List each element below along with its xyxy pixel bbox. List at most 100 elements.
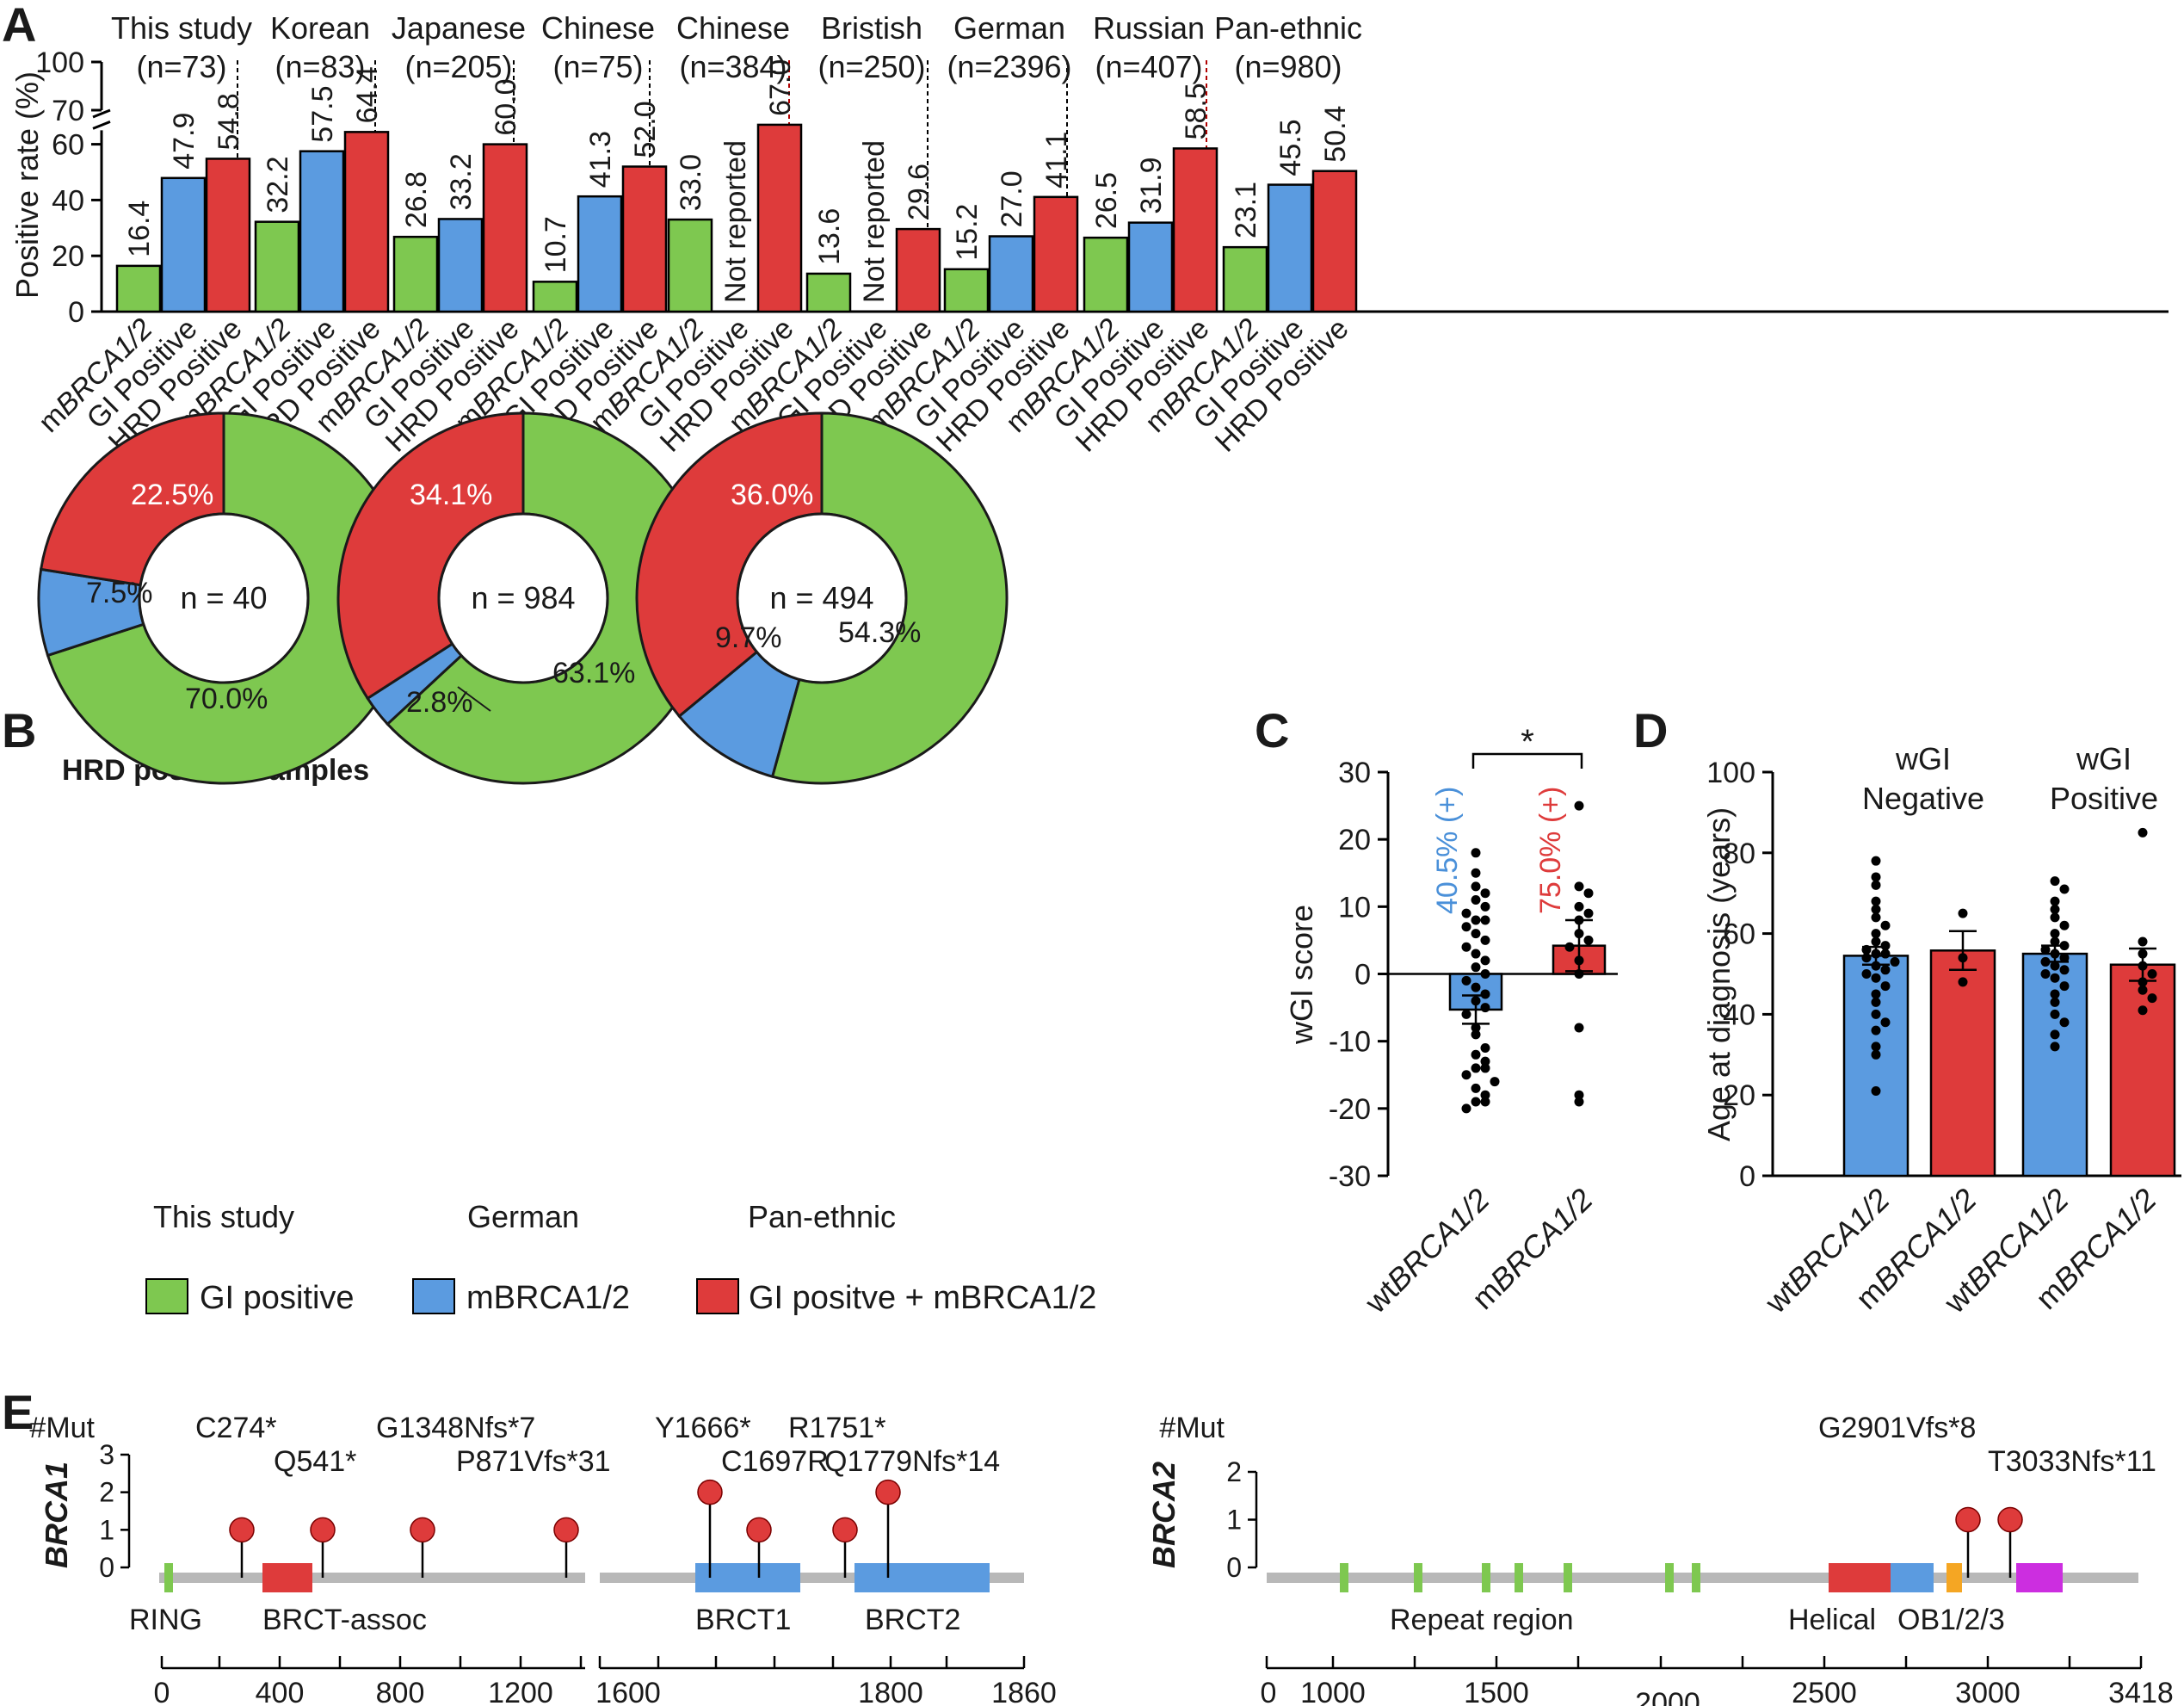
group-title: Positive xyxy=(2050,781,2158,816)
data-point xyxy=(1480,1097,1490,1107)
data-point xyxy=(2138,977,2148,987)
mean-bar xyxy=(2109,963,2176,1178)
data-point xyxy=(1480,888,1490,899)
bar-value-label: 54.8 xyxy=(213,93,245,150)
axis-d-y-tick-label: 20 xyxy=(1723,1079,1755,1112)
domain-label: BRCT1 xyxy=(695,1604,791,1636)
data-point xyxy=(2138,961,2148,971)
legend-label-mbrca: mBRCA1/2 xyxy=(466,1280,630,1316)
mutation-label: G2901Vfs*8 xyxy=(1818,1412,1976,1444)
axis-a-y-title: Positive rate (%) xyxy=(9,71,45,299)
mutation-label: R1751* xyxy=(788,1412,885,1444)
group-title: wGI xyxy=(2076,741,2132,776)
axis-e1-x-tick-label: 800 xyxy=(376,1677,425,1706)
bar-value-label: 10.7 xyxy=(540,216,572,273)
data-point xyxy=(2138,936,2148,947)
data-point xyxy=(1461,942,1471,952)
bar xyxy=(392,235,439,313)
data-point xyxy=(2059,884,2070,894)
lollipop-head xyxy=(310,1517,336,1543)
domain-ring xyxy=(164,1563,173,1592)
data-point xyxy=(1871,880,1881,890)
axis-c-y-tick-label: 10 xyxy=(1338,891,1371,924)
bar-value-label: 33.2 xyxy=(445,153,478,210)
donut-chart-name: This study xyxy=(153,1199,294,1234)
domain-brct1 xyxy=(695,1563,800,1592)
axis-c-y-tick-label: 30 xyxy=(1338,757,1371,789)
mutation-label: Y1666* xyxy=(655,1412,751,1444)
data-point xyxy=(1471,949,1481,959)
axis-e1-y-tick-label: 3 xyxy=(99,1439,114,1470)
domain-label: BRCT-assoc xyxy=(262,1604,427,1636)
bar-value-label: 13.6 xyxy=(813,208,846,265)
donut-slice-label: 7.5% xyxy=(86,577,153,609)
data-point xyxy=(2050,989,2060,999)
data-point xyxy=(1871,1025,1881,1035)
bar xyxy=(1172,147,1218,313)
data-point xyxy=(2040,956,2051,967)
bar xyxy=(1127,221,1174,313)
data-point xyxy=(2050,961,2060,971)
axis-d-y-tick-label: 100 xyxy=(1706,757,1755,789)
data-point xyxy=(2059,981,2070,992)
data-point xyxy=(2050,936,2060,947)
data-point xyxy=(1958,977,1968,987)
group-name: This study xyxy=(111,10,252,46)
data-point xyxy=(1574,1023,1584,1033)
group-n: (n=384) xyxy=(679,49,787,84)
axis-a-y-tick-label: 100 xyxy=(35,46,84,79)
bar-value-label: 41.1 xyxy=(1040,132,1073,189)
donut-slice-label: 34.1% xyxy=(410,479,492,511)
data-point xyxy=(1461,908,1471,918)
panel-c-dot-bar-chart: 30 20 10 0 -10 -20 -30 wGI score 40.5% (+) 75.0% … xyxy=(1284,723,1618,1320)
leader-line xyxy=(457,686,491,712)
data-point xyxy=(1461,922,1471,932)
data-point xyxy=(1871,1049,1881,1060)
panel-a-label: A xyxy=(2,0,36,52)
data-point xyxy=(2059,965,2070,975)
data-point xyxy=(1871,961,1881,971)
bar xyxy=(943,268,990,313)
group-title: wGI xyxy=(1895,741,1951,776)
data-point xyxy=(1958,953,1968,963)
data-point xyxy=(2059,941,2070,951)
data-point xyxy=(1861,953,1872,963)
panel-b-label: B xyxy=(2,703,36,757)
legend-swatch-gi-plus-mbrca xyxy=(696,1278,739,1314)
data-point xyxy=(2138,827,2148,838)
data-point xyxy=(2040,969,2051,979)
data-point xyxy=(1871,856,1881,866)
mut-count-title: #Mut xyxy=(1159,1412,1225,1444)
donut-center-label: n = 984 xyxy=(471,580,575,615)
legend-swatch-gi-positive xyxy=(145,1278,188,1314)
bar xyxy=(299,150,345,313)
bar xyxy=(1311,170,1358,313)
lollipop-head xyxy=(697,1479,723,1505)
domain-label: Repeat region xyxy=(1390,1604,1574,1636)
bar-value-label: 58.5 xyxy=(1180,83,1212,139)
data-point xyxy=(2050,876,2060,887)
domain-label: BRCT2 xyxy=(865,1604,960,1636)
bar-value-label: Not reported xyxy=(858,140,891,303)
bar-value-label: 26.5 xyxy=(1090,172,1123,229)
data-point xyxy=(2050,896,2060,906)
donut-slice-label: 70.0% xyxy=(185,683,268,715)
panel-d-label: D xyxy=(1633,703,1668,757)
group-name: Japanese xyxy=(392,10,526,46)
bar xyxy=(532,281,578,313)
donut-center-label: n = 494 xyxy=(769,580,873,615)
axis-a-y-tick-label: 0 xyxy=(68,296,84,329)
bar xyxy=(895,227,941,313)
data-point xyxy=(1880,1017,1891,1028)
bar xyxy=(1083,236,1129,313)
axis-a-break-mark xyxy=(92,108,111,119)
mutation-label: C1697R xyxy=(721,1445,829,1478)
bar xyxy=(1033,195,1079,313)
data-point xyxy=(1861,969,1872,979)
data-point xyxy=(2138,985,2148,995)
significance-star: * xyxy=(1521,723,1534,761)
data-point xyxy=(1574,955,1584,966)
axis-e1-x-tick-label: 1800 xyxy=(858,1677,923,1706)
group-title: Negative xyxy=(1862,781,1984,816)
